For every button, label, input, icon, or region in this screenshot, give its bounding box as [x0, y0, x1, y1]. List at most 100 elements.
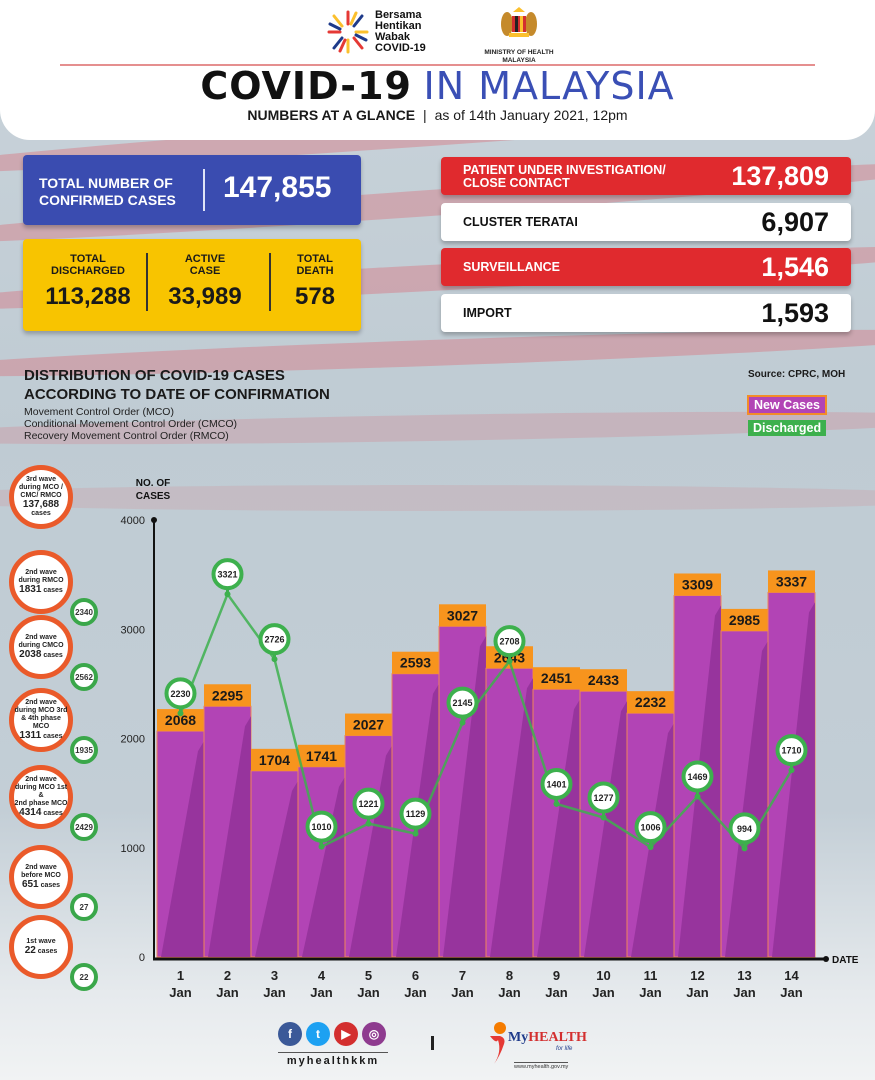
- discharged-value: 113,288: [45, 283, 131, 310]
- instagram-icon[interactable]: ◎: [362, 1022, 386, 1046]
- wave-label: 1st wave: [26, 937, 56, 945]
- wave-cases-suffix: cases: [35, 947, 58, 955]
- bar-shadow: [772, 602, 815, 957]
- wave-bubble: 3rd wave during MCO / CMC/ RMCO 137,688 case…: [9, 465, 73, 529]
- wave-bubble: 2nd wave during RMCO 1831 cases: [9, 550, 73, 614]
- confirmed-label: TOTAL NUMBER OF CONFIRMED CASES: [39, 175, 176, 209]
- discharged-value-label: 1277: [593, 793, 613, 803]
- bar-value-label: 2068: [165, 712, 196, 728]
- wave-cases: 4314 cases: [19, 806, 63, 818]
- bar-value-label: 2027: [353, 717, 384, 733]
- x-tick-label: Jan: [780, 985, 802, 1000]
- x-tick-label: Jan: [216, 985, 238, 1000]
- coat-of-arms-icon: [501, 7, 537, 37]
- wave-cases-suffix: cases: [41, 809, 63, 817]
- bar-label-box: [251, 748, 298, 771]
- wave-discharged-badge: 27: [70, 893, 98, 921]
- wave-label: 2nd wave: [25, 568, 57, 576]
- category-value: 1,593: [761, 298, 829, 328]
- bar-shadow: [208, 716, 251, 957]
- discharged-value-label: 1221: [358, 799, 378, 809]
- title-light: IN MALAYSIA: [423, 64, 675, 108]
- bar-value-label: 1741: [306, 748, 337, 764]
- confirmed-cases-card: TOTAL NUMBER OF CONFIRMED CASES 147,855: [23, 155, 361, 225]
- category-card-puí: PATIENT UNDER INVESTIGATION/ CLOSE CONTA…: [441, 157, 851, 195]
- discharged-marker: [305, 810, 338, 843]
- x-tick-label: Jan: [357, 985, 379, 1000]
- y-axis-label: CASES: [136, 491, 171, 502]
- category-value: 6,907: [761, 207, 829, 237]
- x-tick-label: Jan: [263, 985, 285, 1000]
- x-tick-label: Jan: [639, 985, 661, 1000]
- confirmed-label-line: TOTAL NUMBER OF: [39, 175, 173, 191]
- discharged-marker: [164, 677, 197, 710]
- x-tick-label: 7: [459, 968, 466, 983]
- bar-shadow: [443, 636, 486, 957]
- bar-value-label: 2985: [729, 612, 760, 628]
- facebook-icon[interactable]: f: [278, 1022, 302, 1046]
- category-card-import: IMPORT 1,593: [441, 294, 851, 332]
- chart-title-line: DISTRIBUTION OF COVID-19 CASES: [24, 367, 285, 384]
- wave-cases: 2038 cases: [19, 648, 63, 660]
- x-tick-label: 4: [318, 968, 326, 983]
- wave-discharged-badge: 1935: [70, 736, 98, 764]
- wave-label: during MCO /: [19, 484, 63, 491]
- wave-label: 3rd wave: [26, 476, 56, 483]
- wave-bubble: 2nd wave during MCO 3rd & 4th phase MCO 131…: [9, 688, 73, 752]
- category-label: PATIENT UNDER INVESTIGATION/ CLOSE CONTA…: [463, 164, 666, 190]
- active-stat: ACTIVE CASE 33,989: [151, 253, 259, 311]
- page-title: COVID-19 IN MALAYSIA: [0, 66, 875, 107]
- chart-note: Movement Control Order (MCO): [24, 406, 174, 418]
- twitter-icon[interactable]: t: [306, 1022, 330, 1046]
- ministry-line: MALAYSIA: [502, 57, 536, 64]
- discharged-marker: [540, 767, 573, 800]
- brand-health: HEALTH: [528, 1030, 587, 1045]
- discharged-value-label: 2230: [170, 689, 190, 699]
- campaign-logo: Bersama Hentikan Wabak COVID-19: [327, 8, 426, 56]
- discharged-marker: [258, 623, 291, 656]
- y-tick-label: 0: [139, 952, 145, 964]
- x-tick-label: Jan: [169, 985, 191, 1000]
- title-bold: COVID-19: [200, 64, 412, 108]
- x-tick-label: 2: [224, 968, 231, 983]
- wave-cases: 651 cases: [21, 878, 61, 890]
- x-tick-label: 1: [177, 968, 184, 983]
- chart-note: Conditional Movement Control Order (CMCO…: [24, 418, 237, 430]
- stat-divider: [269, 253, 271, 311]
- bar-value-label: 1704: [259, 752, 290, 768]
- campaign-line: Bersama: [375, 9, 422, 21]
- x-tick-label: Jan: [592, 985, 614, 1000]
- stat-label: ACTIVE: [184, 253, 226, 265]
- y-tick-label: 4000: [121, 515, 145, 527]
- confirmed-value: 147,855: [223, 171, 332, 204]
- category-label: IMPORT: [463, 306, 512, 320]
- youtube-icon[interactable]: ▶: [334, 1022, 358, 1046]
- bar-value-label: 2295: [212, 687, 243, 703]
- bar-label-box: [768, 570, 815, 593]
- wave-label: 2nd wave: [25, 633, 57, 641]
- stat-divider: [146, 253, 148, 311]
- discharged-value-label: 1710: [781, 746, 801, 756]
- bar-value-label: 3309: [682, 576, 713, 592]
- brand-tagline: for life: [556, 1046, 573, 1052]
- x-axis-cap: [823, 956, 829, 962]
- wave-cases-suffix: cases: [41, 586, 63, 594]
- x-tick-label: Jan: [310, 985, 332, 1000]
- bar-label-box: [439, 604, 486, 627]
- wave-label: during MCO 3rd: [14, 706, 68, 714]
- wave-cases: 1311 cases: [19, 729, 63, 741]
- x-tick-label: 14: [784, 968, 799, 983]
- discharged-value-label: 1010: [311, 822, 331, 832]
- wave-cases: 137,688: [22, 499, 60, 510]
- x-tick-label: 9: [553, 968, 560, 983]
- header-divider: [60, 64, 815, 66]
- wave-label: 2nd phase MCO: [14, 799, 68, 807]
- stat-label: CASE: [189, 265, 221, 277]
- bar-value-label: 2232: [635, 694, 666, 710]
- wave-cases-suffix: cases: [38, 881, 61, 889]
- page-subtitle: NUMBERS AT A GLANCE | as of 14th January…: [0, 107, 875, 123]
- brand-url: www.myhealth.gov.my: [514, 1062, 569, 1070]
- y-axis-label: NO. OF: [136, 478, 170, 489]
- footer-separator: [431, 1036, 434, 1050]
- y-tick-label: 1000: [121, 843, 145, 855]
